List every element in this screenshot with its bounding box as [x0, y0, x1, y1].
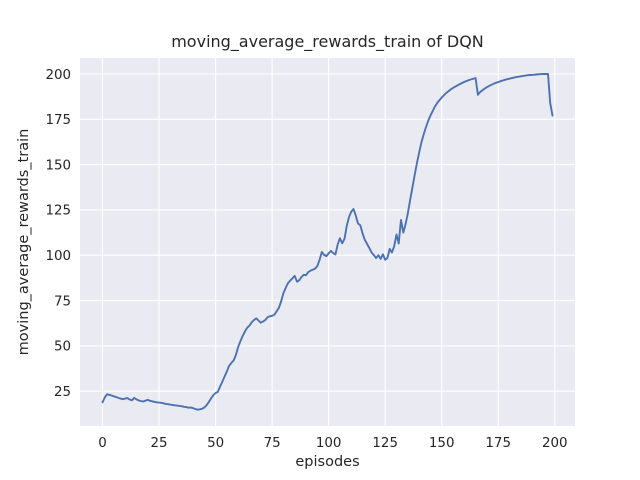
- x-tick-label: 150: [429, 436, 455, 451]
- y-tick-label: 50: [54, 340, 71, 355]
- y-tick-label: 175: [45, 113, 71, 128]
- x-tick-label: 100: [316, 436, 342, 451]
- x-axis-label: episodes: [295, 454, 360, 470]
- plot-background: [80, 58, 575, 426]
- y-tick-label: 125: [45, 204, 71, 219]
- x-tick-label: 125: [372, 436, 398, 451]
- y-tick-label: 200: [45, 68, 71, 83]
- x-tick-label: 75: [264, 436, 281, 451]
- y-axis-label: moving_average_rewards_train: [16, 128, 32, 356]
- x-tick-label: 0: [98, 436, 107, 451]
- y-tick-label: 100: [45, 249, 71, 264]
- x-tick-label: 175: [485, 436, 511, 451]
- chart-title: moving_average_rewards_train of DQN: [171, 32, 484, 51]
- x-tick-label: 50: [207, 436, 224, 451]
- y-tick-label: 150: [45, 158, 71, 173]
- y-tick-label: 75: [54, 294, 71, 309]
- y-tick-label: 25: [54, 385, 71, 400]
- x-tick-label: 200: [542, 436, 568, 451]
- series-line-moving_average_rewards_train: [101, 73, 554, 411]
- x-tick-label: 25: [150, 436, 167, 451]
